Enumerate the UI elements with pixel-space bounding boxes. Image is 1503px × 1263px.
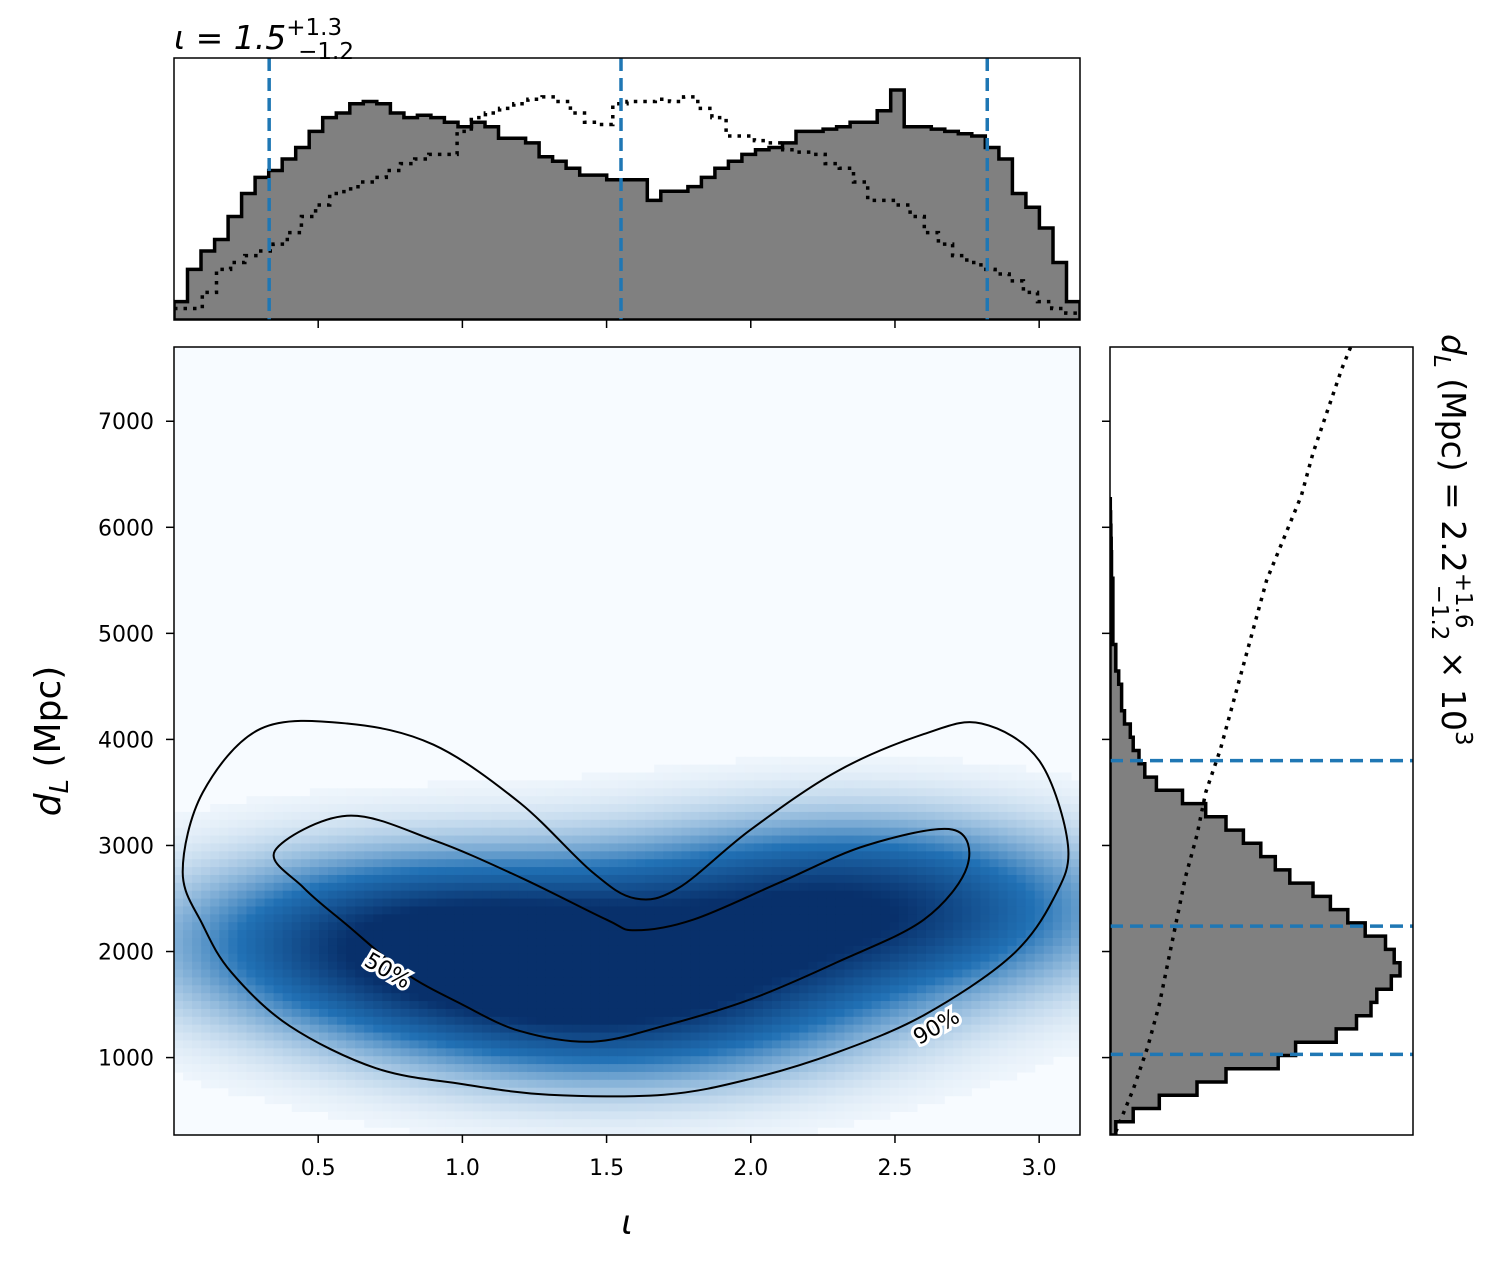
top-panel-title: ι = 1.5+1.3 −1.2 bbox=[174, 15, 354, 65]
distance-prior-histogram bbox=[1114, 347, 1353, 1133]
contour-90-percent bbox=[181, 719, 1070, 1098]
distance-posterior-histogram bbox=[1110, 496, 1402, 1135]
inclination-quantile-lines bbox=[267, 58, 990, 320]
joint-x-ticks: 0.5 1.0 1.5 2.0 2.5 3.0 bbox=[301, 1135, 1057, 1181]
x-tick-label: 1.5 bbox=[589, 1156, 624, 1181]
top-panel-frame bbox=[173, 57, 1081, 321]
inclination-posterior-histogram bbox=[174, 88, 1080, 320]
contour-50-percent bbox=[272, 814, 971, 1043]
right-panel-title: dL (Mpc) = 2.2+1.6−1.2 × 103 bbox=[1426, 334, 1476, 746]
top-x-ticks bbox=[317, 320, 1040, 328]
y-axis-label: dL (Mpc) bbox=[28, 666, 75, 817]
y-tick-label: 7000 bbox=[98, 410, 154, 435]
y-tick-label: 3000 bbox=[98, 834, 154, 859]
credible-contours bbox=[181, 719, 1070, 1098]
inclination-prior-histogram bbox=[174, 95, 1080, 315]
joint-y-ticks: 1000 2000 3000 4000 5000 6000 7000 bbox=[98, 410, 174, 1072]
distance-quantile-lines bbox=[1110, 758, 1413, 1057]
y-tick-label: 4000 bbox=[98, 728, 154, 753]
right-panel-frame bbox=[1109, 346, 1414, 1136]
x-tick-label: 2.0 bbox=[733, 1156, 768, 1181]
right-marginal-panel: dL (Mpc) = 2.2+1.6−1.2 × 103 bbox=[1102, 334, 1476, 1136]
joint-density-panel: 50% 90% 0.5 1.0 1.5 2.0 2.5 3.0 1000200030004… bbox=[28, 346, 1081, 1243]
density-heatmap bbox=[174, 756, 1080, 1135]
right-y-ticks bbox=[1102, 420, 1110, 1059]
y-tick-label: 6000 bbox=[98, 516, 154, 541]
y-tick-label: 2000 bbox=[98, 941, 154, 966]
y-tick-label: 5000 bbox=[98, 622, 154, 647]
x-tick-label: 2.5 bbox=[877, 1156, 912, 1181]
x-tick-label: 1.0 bbox=[445, 1156, 480, 1181]
joint-panel-frame bbox=[173, 346, 1081, 1136]
top-marginal-panel: ι = 1.5+1.3 −1.2 bbox=[173, 15, 1081, 328]
x-tick-label: 0.5 bbox=[301, 1156, 336, 1181]
x-tick-label: 3.0 bbox=[1022, 1156, 1057, 1181]
x-axis-label: ι bbox=[621, 1203, 633, 1243]
y-tick-label: 1000 bbox=[98, 1047, 154, 1072]
